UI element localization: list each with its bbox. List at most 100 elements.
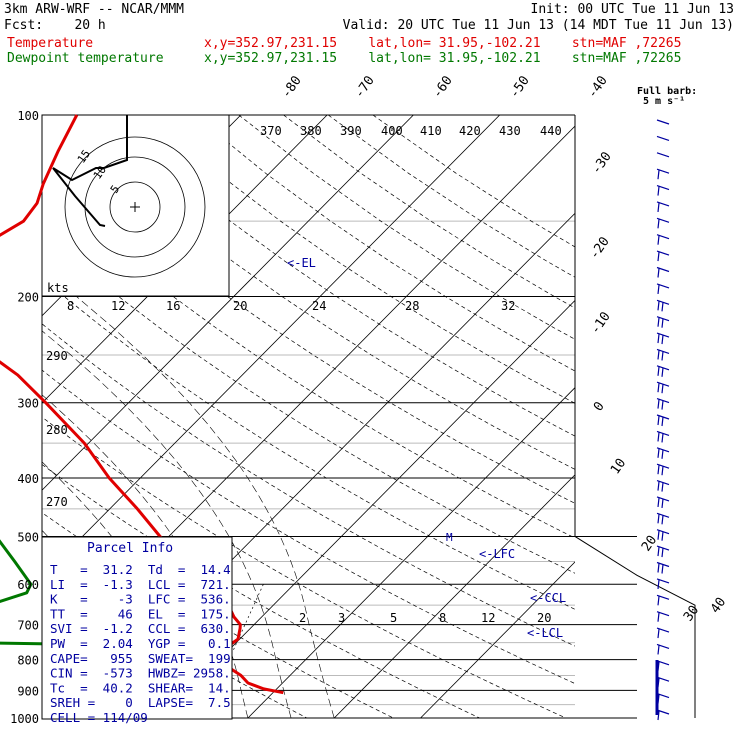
pressure-tick-label: 1000 bbox=[10, 712, 39, 726]
wind-barb bbox=[656, 561, 670, 574]
hodograph-ring bbox=[109, 181, 161, 233]
wind-barb-feather bbox=[657, 219, 660, 229]
isotherm-tick-label: 0 bbox=[591, 399, 608, 414]
wind-barb bbox=[656, 135, 670, 141]
isotherm-tick-label: -30 bbox=[589, 149, 615, 177]
theta-label: 410 bbox=[420, 124, 442, 138]
wind-barb-staff bbox=[656, 217, 670, 223]
hodograph-trace bbox=[52, 115, 128, 227]
wind-barb bbox=[656, 578, 670, 589]
parcel-info-row: CIN = -573 HWBZ= 2958. bbox=[50, 666, 231, 681]
wind-barb-feather bbox=[657, 612, 660, 622]
m-annotation: M bbox=[446, 531, 453, 544]
wind-barb-feather bbox=[657, 432, 660, 442]
dry-adiabat-label: 270 bbox=[46, 495, 68, 509]
wind-barb bbox=[656, 381, 670, 394]
mixing-ratio-label: 3 bbox=[338, 611, 345, 625]
parcel-info-row: K = -3 LFC = 536. bbox=[50, 592, 231, 607]
theta-label: 390 bbox=[340, 124, 362, 138]
wind-barb-staff bbox=[656, 578, 670, 584]
pressure-tick-label: 600 bbox=[17, 578, 39, 592]
wind-barb-feather bbox=[661, 384, 664, 394]
parcel-info-row: Tc = 40.2 SHEAR= 14. bbox=[50, 680, 231, 695]
isotherm-tick-label: -80 bbox=[279, 73, 305, 101]
wind-barb-feather bbox=[661, 351, 664, 361]
wind-barb-feather bbox=[661, 334, 664, 345]
wind-barb-staff bbox=[656, 168, 670, 174]
wind-barb-staff bbox=[656, 693, 670, 699]
hodograph-units-label: kts bbox=[47, 281, 69, 295]
parcel-info-row: PW = 2.04 YGP = 0.1 bbox=[50, 636, 231, 651]
pressure-tick-label: 900 bbox=[17, 684, 39, 698]
wind-barb bbox=[656, 676, 670, 688]
wind-barb bbox=[656, 299, 670, 312]
isotherm-tick-label: 20 bbox=[639, 533, 660, 554]
wind-barb bbox=[656, 660, 670, 671]
wind-barb-feather bbox=[661, 498, 664, 509]
mixing-ratio-top-label: 24 bbox=[312, 299, 326, 313]
wind-barb bbox=[656, 266, 670, 278]
wind-barb-feather bbox=[657, 317, 660, 327]
mixing-ratio-top-label: 28 bbox=[405, 299, 419, 313]
hodograph-ring bbox=[64, 136, 206, 278]
wind-barb bbox=[656, 283, 670, 294]
theta-label: 440 bbox=[540, 124, 562, 138]
wind-barb bbox=[656, 365, 670, 377]
wind-barb-feather bbox=[657, 497, 660, 508]
theta-label: 430 bbox=[499, 124, 521, 138]
lcl-annotation: <-LCL bbox=[527, 626, 563, 640]
wind-barb-feather bbox=[657, 186, 660, 196]
mixing-ratio-label: 8 bbox=[439, 611, 446, 625]
pressure-tick-label: 400 bbox=[17, 472, 39, 486]
wind-barb bbox=[656, 611, 670, 622]
temperature-location: x,y=352.97,231.15 lat,lon= 31.95,-102.21… bbox=[204, 36, 682, 51]
wind-barb bbox=[656, 463, 670, 476]
wind-barb-feather bbox=[657, 399, 660, 409]
wind-barb bbox=[656, 168, 670, 180]
barb-units: 5 m s⁻¹ bbox=[643, 96, 685, 107]
theta-label: 370 bbox=[260, 124, 282, 138]
dry-adiabat-label: 280 bbox=[46, 423, 68, 437]
wind-barb bbox=[656, 496, 670, 509]
wind-barb-feather bbox=[661, 367, 664, 377]
valid-time: Valid: 20 UTC Tue 11 Jun 13 (14 MDT Tue … bbox=[342, 18, 734, 33]
wind-barb bbox=[656, 430, 670, 443]
isotherm-tick-label: -70 bbox=[352, 73, 378, 101]
wind-barb-feather bbox=[657, 530, 660, 540]
wind-barb-feather bbox=[657, 563, 660, 573]
wind-barb-staff bbox=[656, 676, 670, 682]
wind-barb-feather bbox=[661, 515, 664, 525]
wind-barb-feather bbox=[657, 465, 660, 475]
dry-adiabat-line bbox=[149, 115, 575, 404]
dewpoint-label: Dewpoint temperature bbox=[7, 51, 164, 66]
pressure-tick-label: 200 bbox=[17, 291, 39, 305]
wind-barb-feather bbox=[657, 547, 660, 557]
wind-barb bbox=[656, 414, 670, 427]
wind-barb-staff bbox=[656, 135, 670, 141]
wind-barb-staff bbox=[656, 201, 670, 207]
wind-barb-feather bbox=[657, 170, 660, 180]
pressure-tick-label: 500 bbox=[17, 530, 39, 544]
pressure-tick-label: 100 bbox=[17, 109, 39, 123]
ccl-annotation: <-CCL bbox=[530, 591, 566, 605]
wind-barb bbox=[656, 217, 670, 229]
wind-barb bbox=[656, 512, 670, 525]
wind-barb-feather bbox=[661, 564, 664, 574]
wind-barb bbox=[656, 693, 670, 704]
wind-barb bbox=[656, 545, 670, 558]
wind-barb-feather bbox=[657, 514, 660, 524]
wind-barb-staff bbox=[656, 283, 670, 289]
isotherm-tick-label: -60 bbox=[430, 73, 456, 101]
wind-barb-feather bbox=[657, 383, 660, 393]
isotherm-tick-label: -20 bbox=[587, 234, 613, 262]
wind-barb bbox=[656, 643, 670, 655]
parcel-info-row: T = 31.2 Td = 14.4 bbox=[50, 562, 231, 577]
wind-barb-feather bbox=[657, 268, 660, 278]
moist-adiabat-line bbox=[42, 394, 249, 718]
el-annotation: <-EL bbox=[287, 256, 316, 270]
wind-barb-staff bbox=[656, 594, 670, 600]
parcel-info-title: Parcel Info bbox=[87, 541, 173, 556]
mixing-ratio-top-label: 12 bbox=[111, 299, 125, 313]
